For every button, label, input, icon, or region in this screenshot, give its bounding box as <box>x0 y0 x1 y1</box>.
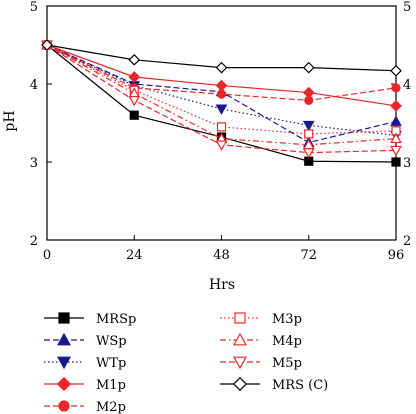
legend-label: MRS (C) <box>272 378 328 393</box>
legend-label: M1p <box>96 378 126 393</box>
legend-item: M1p <box>44 376 126 393</box>
series-mrs-c- <box>41 39 402 77</box>
legend-label: WSp <box>96 334 127 349</box>
data-point <box>390 64 402 77</box>
legend-item: MRSp <box>44 312 136 327</box>
legend-label: M5p <box>272 356 302 371</box>
legend-item: WSp <box>44 332 127 349</box>
legend-item: WTp <box>44 356 126 371</box>
data-point <box>216 89 227 99</box>
legend-marker <box>56 332 72 346</box>
data-point <box>391 83 401 93</box>
legend-item: MRS (C) <box>220 376 328 393</box>
data-point <box>129 110 139 120</box>
legend-marker <box>232 356 248 370</box>
legend-label: WTp <box>96 356 126 371</box>
data-point <box>390 145 402 157</box>
x-tick-label: 24 <box>126 248 143 263</box>
data-point <box>390 99 402 112</box>
data-point <box>215 140 228 151</box>
series-line <box>46 44 397 137</box>
data-point <box>215 61 228 74</box>
x-tick-label: 48 <box>213 248 230 263</box>
legend-label: M4p <box>272 334 302 349</box>
y-tick-label: 5 <box>30 0 38 15</box>
legend-label: M3p <box>272 312 302 327</box>
y-axis-label: pH <box>2 110 18 131</box>
legend-label: MRSp <box>96 312 136 327</box>
data-point <box>216 122 227 132</box>
legend-marker <box>56 356 72 370</box>
legend-marker <box>232 376 248 392</box>
series-lines <box>41 38 402 167</box>
series-m5p <box>41 40 402 159</box>
legend-item: M4p <box>220 332 302 349</box>
y-tick-label: 3 <box>30 156 38 171</box>
data-point <box>302 120 315 132</box>
legend-marker <box>232 332 248 346</box>
legend-item: M3p <box>220 312 302 327</box>
legend-marker <box>56 376 72 392</box>
data-point <box>391 157 401 167</box>
x-axis-label: Hrs <box>209 277 235 293</box>
data-point <box>128 71 141 83</box>
data-point <box>41 39 53 51</box>
x-tick-label: 0 <box>43 248 51 263</box>
data-point <box>304 129 314 139</box>
data-point <box>390 132 402 144</box>
legend-marker <box>58 400 70 412</box>
data-point <box>215 104 228 115</box>
legend-marker <box>58 312 70 324</box>
y-tick-label-right: 2 <box>403 234 411 249</box>
y-tick-label-right: 4 <box>403 78 411 93</box>
data-point <box>390 115 402 126</box>
x-tick-label: 96 <box>388 248 405 263</box>
data-point <box>215 79 228 92</box>
y-tick-label-right: 3 <box>403 156 411 171</box>
data-point <box>128 53 141 66</box>
y-tick-label-right: 5 <box>403 0 411 15</box>
legend-item: M2p <box>44 400 126 414</box>
y-tick-label: 4 <box>30 78 38 93</box>
legend-label: M2p <box>96 400 126 414</box>
data-point <box>302 148 315 159</box>
legend-marker <box>234 312 246 324</box>
axes: 0 24 48 72 962 23 34 45 5 <box>30 0 412 263</box>
data-point <box>304 95 314 105</box>
y-tick-label: 2 <box>30 234 38 249</box>
data-point <box>302 61 315 74</box>
x-tick-label: 72 <box>300 248 317 263</box>
data-point <box>128 95 141 107</box>
legend-item: M5p <box>220 356 302 371</box>
legend: MRSp WSp WTp M1p M2p M3p M4p M5p MRS (C) <box>44 312 328 414</box>
